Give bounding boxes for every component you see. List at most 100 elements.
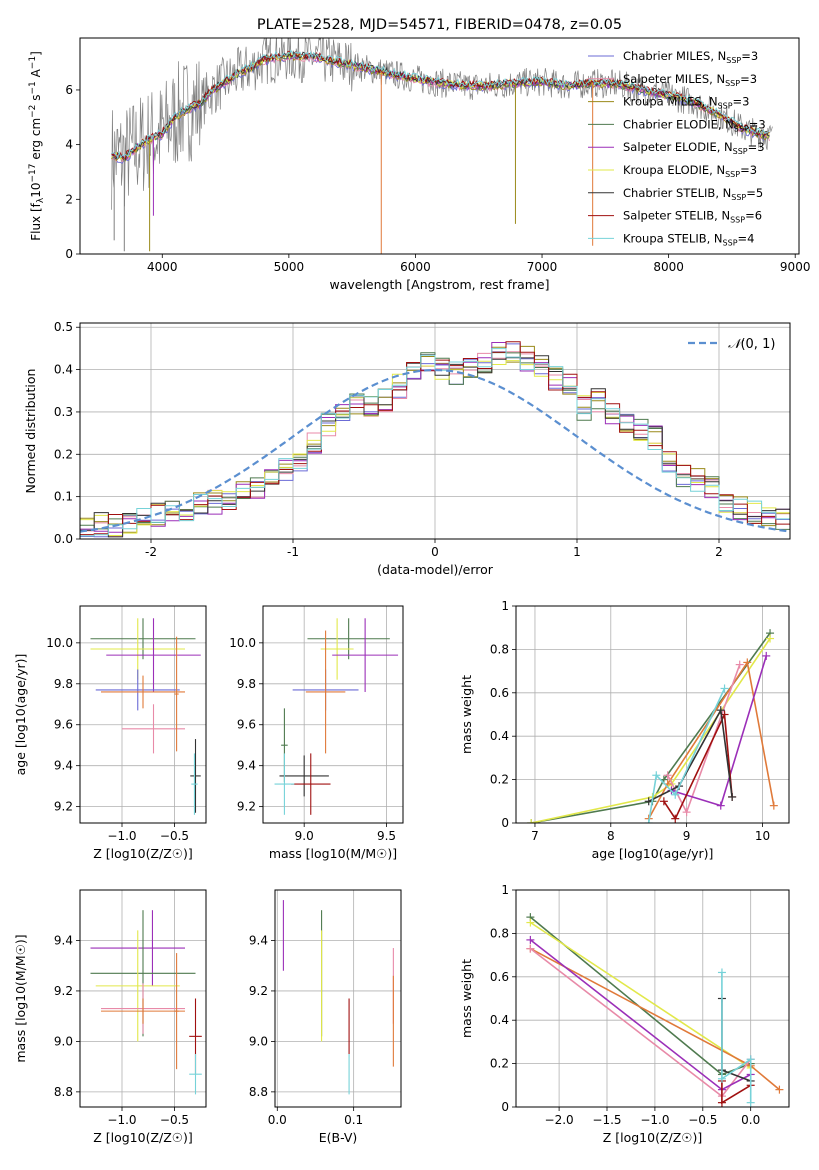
x-tick-label: 9.0: [295, 829, 314, 843]
legend-label: Salpeter STELIB, NSSP=6: [623, 209, 762, 225]
legend-label: Chabrier MILES, NSSP=3: [623, 49, 758, 65]
y-axis-label: mass weight: [459, 959, 474, 1038]
legend-label: Kroupa ELODIE, NSSP=3: [623, 163, 757, 179]
chart-residuals: -2 -1 0 1 2 0.0 0.1 0.2 0.3 0.4 0.5 (data-model)/er…: [23, 320, 791, 577]
legend-label: Salpeter MILES, NSSP=3: [623, 72, 757, 88]
y-tick-label: 10.0: [229, 636, 256, 650]
y-tick-label: 9.0: [249, 1034, 268, 1048]
mass-weight-line: [531, 632, 771, 823]
mass-weight-line: [721, 972, 752, 1103]
legend-label: Salpeter ELODIE, NSSP=3: [623, 140, 765, 156]
x-tick-label: 9.5: [377, 829, 396, 843]
axes-frame: [515, 605, 790, 824]
chart-age_vs_Z: −1.0 −0.5 9.2 9.4 9.6 9.8 10.0 Z [log10(Z/Z☉)] a…: [13, 605, 207, 861]
plot-area: [90, 910, 202, 1095]
y-axis-label: Normed distribution: [23, 369, 38, 494]
legend-label: Kroupa STELIB, NSSP=4: [623, 231, 754, 247]
y-tick-label: 0.5: [54, 320, 73, 334]
model-line: [111, 50, 770, 161]
model-line: [111, 50, 770, 161]
mass-weight-line: [647, 660, 775, 820]
y-tick-label: 0: [501, 1100, 509, 1114]
x-tick-label: 2: [715, 545, 723, 559]
chart-spectrum: 4000 5000 6000 7000 8000 9000 0 2 4 6 PLATE=2528, …: [28, 17, 810, 292]
axes-frame: [262, 605, 404, 824]
plot-area: [274, 618, 399, 815]
y-tick-label: 0.4: [54, 363, 73, 377]
mass-weight-line: [647, 688, 726, 823]
plot-area: [526, 913, 784, 1107]
gaussian-curve: [80, 368, 788, 533]
model-line: [111, 49, 770, 160]
x-tick-label: −0.5: [160, 1113, 189, 1127]
y-tick-label: 10.0: [46, 636, 73, 650]
x-tick-label: −1.0: [640, 1113, 669, 1127]
x-tick-label: -1: [287, 545, 299, 559]
y-tick-label: 9.4: [54, 933, 73, 947]
x-tick-label: −1.0: [107, 1113, 136, 1127]
y-tick-label: 1: [501, 883, 509, 897]
x-tick-label: 9: [683, 829, 691, 843]
y-tick-label: 0.2: [54, 447, 73, 461]
x-axis-label: age [log10(age/yr)]: [592, 846, 714, 861]
x-axis-label: Z [log10(Z/Z☉)]: [93, 1130, 193, 1145]
x-axis-label: Z [log10(Z/Z☉)]: [603, 1130, 703, 1145]
y-axis-label: age [log10(age/yr)]: [13, 654, 28, 776]
y-tick-label: 6: [65, 83, 73, 97]
x-tick-label: 4000: [147, 260, 178, 274]
y-tick-label: 0.6: [490, 686, 509, 700]
x-tick-label: 0.0: [741, 1113, 760, 1127]
y-tick-label: 9.6: [237, 718, 256, 732]
chart-massweight_vs_age: 7 8 9 10 0 0.2 0.4 0.6 0.8 1 age [log10(age/yr)] ma…: [459, 599, 790, 861]
y-tick-label: 0.0: [54, 532, 73, 546]
y-tick-label: 4: [65, 138, 73, 152]
y-tick-label: 8.8: [54, 1085, 73, 1099]
x-tick-label: 0: [431, 545, 439, 559]
x-axis-label: (data-model)/error: [377, 562, 494, 577]
y-tick-label: 9.8: [237, 677, 256, 691]
x-tick-label: −1.0: [107, 829, 136, 843]
x-tick-label: 9000: [780, 260, 811, 274]
chart-mass_vs_ebv: 0.0 0.1 8.8 9.0 9.2 9.4 E(B-V): [249, 889, 402, 1145]
axes-frame: [79, 37, 800, 255]
chart-title: PLATE=2528, MJD=54571, FIBERID=0478, z=0…: [257, 17, 622, 33]
plot-area: [527, 629, 778, 823]
x-tick-label: −0.5: [688, 1113, 717, 1127]
chart-mass_vs_Z: −1.0 −0.5 8.8 9.0 9.2 9.4 Z [log10(Z/Z☉)] mass …: [13, 889, 207, 1145]
y-tick-label: 0.2: [490, 773, 509, 787]
legend-label: Kroupa MILES, NSSP=3: [623, 95, 749, 111]
y-tick-label: 0.2: [490, 1057, 509, 1071]
mass-weight-line: [671, 655, 768, 807]
y-tick-label: 0.6: [490, 970, 509, 984]
y-tick-label: 0: [501, 816, 509, 830]
y-tick-label: 0.4: [490, 729, 509, 743]
x-tick-label: 8000: [653, 260, 684, 274]
x-axis-label: mass [log10(M/M☉)]: [269, 846, 397, 861]
y-tick-label: 0: [65, 247, 73, 261]
y-tick-label: 9.0: [54, 1034, 73, 1048]
axes-frame: [79, 889, 207, 1108]
x-axis-label: Z [log10(Z/Z☉)]: [93, 846, 193, 861]
y-tick-label: 2: [65, 192, 73, 206]
plot-area: [111, 38, 773, 254]
y-axis-label: Flux [fλ10−17 erg cm−2 s−1 A−1]: [28, 51, 46, 241]
x-tick-label: 6000: [400, 260, 431, 274]
x-tick-label: −0.5: [160, 829, 189, 843]
plot-area: [90, 618, 201, 815]
legend-label: 𝒩(0, 1): [728, 337, 775, 352]
y-tick-label: 9.2: [54, 984, 73, 998]
mass-weight-line: [531, 638, 771, 823]
x-tick-label: −2.0: [545, 1113, 574, 1127]
y-axis-label: mass weight: [459, 675, 474, 754]
x-axis-label: E(B-V): [319, 1130, 358, 1145]
axes-frame: [515, 889, 790, 1108]
plot-area: [80, 341, 790, 538]
x-tick-label: −1.5: [592, 1113, 621, 1127]
y-tick-label: 9.2: [54, 800, 73, 814]
x-tick-label: 1: [573, 545, 581, 559]
x-tick-label: -2: [145, 545, 157, 559]
x-tick-label: 7000: [527, 260, 558, 274]
plot-area: [282, 900, 394, 1095]
y-tick-label: 9.8: [54, 677, 73, 691]
